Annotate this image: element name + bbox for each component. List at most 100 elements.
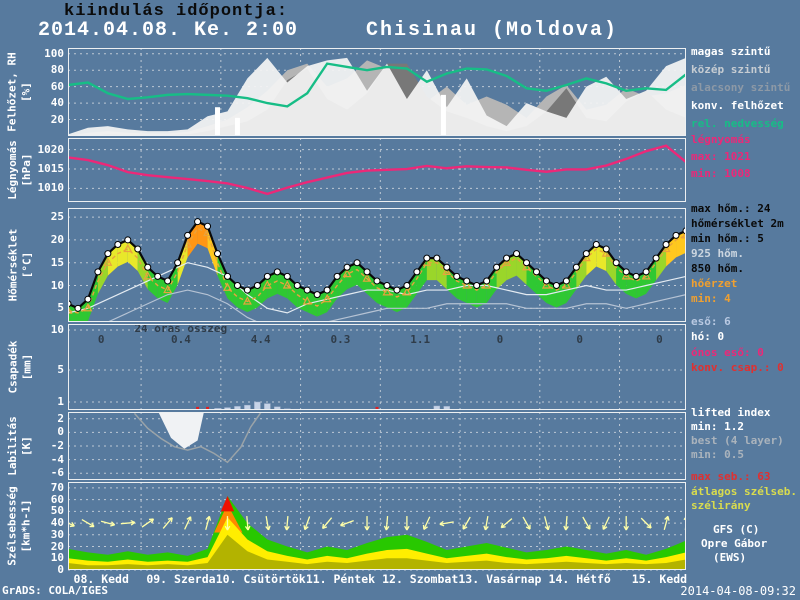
- axis-tick: 10: [50, 323, 64, 336]
- axis-tick: 60: [50, 79, 64, 93]
- panel-border: [68, 208, 686, 322]
- daily-precip-sum: 0: [497, 333, 504, 346]
- gridlines: [68, 412, 686, 480]
- legend-item: magas szintű: [691, 45, 771, 58]
- grads-credit: GrADS: COLA/IGES: [2, 584, 108, 597]
- day-label: 08. Kedd: [73, 572, 129, 586]
- wind-arrow: [422, 516, 431, 530]
- legend-item: min hőm.: 5: [691, 232, 764, 245]
- lökés csúcs piros: [220, 496, 235, 512]
- daily-precip-sum: 0.3: [331, 333, 351, 346]
- wind-arrow: [120, 519, 136, 526]
- wind-arrow: [284, 516, 290, 531]
- axis-tick: 5: [57, 301, 64, 315]
- axis-tick: 20: [50, 539, 64, 553]
- daily-precip-sum: 0: [98, 333, 105, 346]
- panel-clouds-rh: [68, 48, 686, 136]
- axis-tick: 1020: [37, 142, 65, 156]
- wind-arrow: [544, 516, 551, 531]
- day-label: 14. Hétfő: [548, 572, 611, 586]
- legend-item: best (4 layer): [691, 434, 784, 447]
- wind-arrow: [322, 517, 333, 530]
- wind-arrow: [162, 517, 173, 529]
- panel-border: [68, 324, 686, 410]
- day-label: 12. Szombat: [382, 572, 459, 586]
- day-label: 13. Vasárnap: [458, 572, 542, 586]
- legend-item: max hőm.: 24: [691, 202, 771, 215]
- day-label: 10. Csütörtök: [215, 572, 306, 586]
- axis-tick: 5: [57, 363, 64, 376]
- panel-border: [68, 48, 686, 136]
- panel-temperature: [68, 208, 686, 322]
- legend-item: 925 hőm.: [691, 247, 744, 260]
- axis-tick: 0: [57, 425, 64, 439]
- axis-tick: 2: [57, 411, 64, 425]
- daily-precip-sum: 0: [576, 333, 583, 346]
- wind-arrow: [640, 517, 652, 529]
- daily-precip-sum: 0.4: [171, 333, 191, 346]
- legend-item: konv. csap.: 0: [691, 361, 784, 374]
- axis-tick: 10: [50, 551, 64, 565]
- daily-precip-sum: 0: [656, 333, 663, 346]
- panel-precip: 24 órás összeg 0 0.4 4.4 0.3 1.1 0 0 0: [68, 324, 686, 410]
- run-time: 2014.04.08. Ke. 2:00: [38, 19, 299, 42]
- hőérzet: [68, 227, 686, 314]
- legend-item: átlagos szélseb.: [691, 485, 797, 498]
- station-name: Chisinau (Moldova): [366, 19, 619, 42]
- axis-tick: 20: [50, 232, 64, 246]
- axis-tick: 20: [50, 112, 64, 126]
- panel-wind: [68, 482, 686, 571]
- wind-arrow: [205, 515, 212, 530]
- axis-tick: 70: [50, 480, 64, 494]
- legend-item: lifted index: [691, 406, 771, 419]
- gridlines: [68, 324, 686, 410]
- wind-arrow: [500, 518, 513, 529]
- alacsony szintű felhőzet: [68, 57, 686, 136]
- wind-arrow: [522, 516, 531, 530]
- axis-tick: 25: [50, 210, 64, 224]
- legend-item: légnyomás: [691, 133, 751, 146]
- axis-tick: 100: [44, 46, 64, 60]
- legend-item: hó: 0: [691, 330, 725, 343]
- 850 hőm.: [105, 289, 686, 322]
- panel-annotation: 24 órás összeg: [134, 322, 227, 335]
- legend-item: hőérzet: [691, 277, 738, 290]
- axis-tick: 50: [50, 504, 64, 518]
- wind-arrow: [303, 516, 311, 531]
- wind-arrow: [141, 518, 155, 528]
- legend-item: Opre Gábor: [701, 537, 768, 550]
- wind-arrow: [404, 516, 410, 531]
- wind-arrow: [383, 516, 390, 531]
- wind-arrow: [483, 516, 489, 531]
- axis-tick: 30: [50, 527, 64, 541]
- axis-tick: 1010: [37, 181, 65, 195]
- day-label: 11. Péntek: [305, 572, 376, 586]
- wind-arrow: [364, 516, 370, 531]
- wind-arrow: [81, 519, 95, 528]
- legend-item: min: 4: [691, 292, 731, 305]
- wind-arrow: [582, 516, 591, 530]
- legend-item: GFS (C): [713, 523, 760, 536]
- daily-precip-sum: 1.1: [410, 333, 430, 346]
- axis-tick: 0: [57, 563, 64, 576]
- day-label: 09. Szerda: [146, 572, 216, 586]
- panel-pressure: [68, 138, 686, 202]
- axis-tick: 1015: [37, 162, 65, 176]
- legend-item: hőmérséklet 2m: [691, 217, 784, 230]
- axis-tick: 1: [57, 395, 64, 408]
- run-label: kiindulás időpontja:: [64, 2, 289, 21]
- legend-item: rel. nedvesség: [691, 117, 784, 130]
- legend-item: max seb.: 63: [691, 470, 771, 483]
- axis-tick: 40: [50, 96, 64, 110]
- szél alsó sáv: [68, 534, 686, 570]
- legend-item: eső: 6: [691, 315, 731, 328]
- panel-border: [68, 412, 686, 480]
- legend-item: min: 1.2: [691, 420, 744, 433]
- 925 hőm.: [68, 262, 686, 314]
- panel-border: [68, 138, 686, 202]
- panel-lability: [68, 412, 686, 480]
- legend-item: konv. felhőzet: [691, 99, 784, 112]
- wind-arrow: [184, 516, 192, 530]
- wind-arrow: [265, 516, 271, 531]
